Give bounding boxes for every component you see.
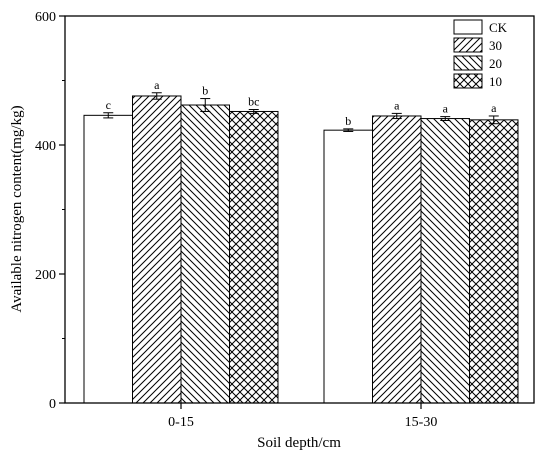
- bar: [323, 129, 373, 404]
- bar: [180, 104, 230, 404]
- legend-swatch: [453, 73, 483, 89]
- bar: [469, 119, 519, 404]
- significance-label: a: [394, 98, 400, 112]
- y-tick-label: 0: [49, 397, 56, 412]
- y-tick-label: 400: [35, 139, 56, 154]
- legend-swatch: [453, 55, 483, 71]
- x-axis-title: Soil depth/cm: [257, 435, 341, 451]
- legend-swatch: [453, 19, 483, 35]
- axes-layer: 0 200 400 600 0-15 15-30: [35, 10, 535, 430]
- x-tick-label: 0-15: [168, 415, 194, 430]
- legend-label: 30: [489, 38, 502, 53]
- y-tick-label: 200: [35, 268, 56, 283]
- significance-label: a: [491, 101, 497, 115]
- x-tick-label: 15-30: [405, 415, 438, 430]
- legend-label: CK: [489, 20, 508, 35]
- y-tick-label: 600: [35, 10, 56, 25]
- y-axis-title: Available nitrogen content(mg/kg): [9, 105, 25, 312]
- bars-layer: c a b bc b a a a: [83, 78, 519, 404]
- bar: [229, 110, 279, 404]
- bar: [420, 118, 470, 404]
- legend-label: 20: [489, 56, 502, 71]
- significance-label: c: [106, 98, 111, 112]
- legend: CK 30 20 10: [453, 19, 508, 89]
- bar: [132, 95, 182, 404]
- significance-label: a: [443, 102, 449, 116]
- legend-label: 10: [489, 74, 502, 89]
- legend-swatch: [453, 37, 483, 53]
- significance-label: b: [345, 114, 351, 128]
- bar: [372, 115, 422, 404]
- significance-label: bc: [248, 95, 259, 109]
- bar: [83, 114, 133, 404]
- significance-label: a: [154, 78, 160, 92]
- significance-label: b: [202, 84, 208, 98]
